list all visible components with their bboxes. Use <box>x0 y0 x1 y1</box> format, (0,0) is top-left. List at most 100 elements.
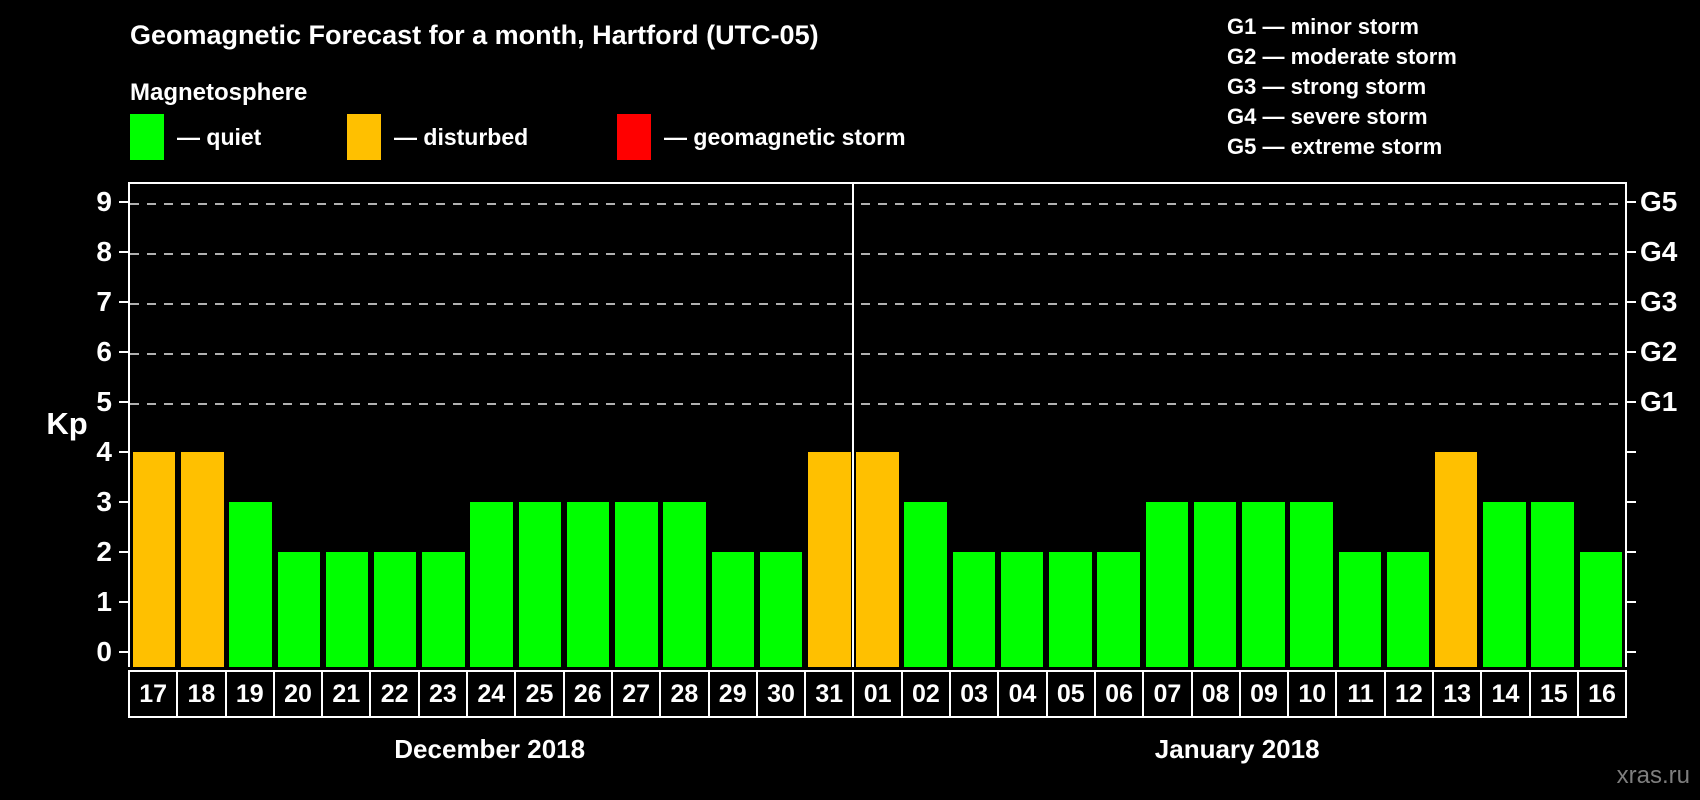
y-tick-right-1 <box>1627 601 1636 603</box>
y-tick-label-2: 2 <box>96 536 112 567</box>
day-cell-08: 08 <box>1190 670 1241 718</box>
legend-item-quiet: — quiet <box>130 112 261 162</box>
kp-bar-december-20 <box>277 552 321 667</box>
y-tick-left-1 <box>119 601 128 603</box>
day-cell-05: 05 <box>1045 670 1096 718</box>
watermark: xras.ru <box>1616 762 1690 789</box>
kp-bar-january-11 <box>1338 552 1381 667</box>
legend-label-quiet: — quiet <box>177 123 262 150</box>
kp-bar-december-21 <box>325 552 369 667</box>
day-cell-17: 17 <box>128 670 179 718</box>
g-level-label-G5: G5 <box>1640 186 1678 217</box>
day-cell-04: 04 <box>997 670 1048 718</box>
kp-bar-january-15 <box>1531 502 1574 667</box>
day-cell-23: 23 <box>417 670 469 718</box>
plot-area <box>128 182 1627 667</box>
kp-bar-december-29 <box>711 552 755 667</box>
y-tick-right-3 <box>1627 501 1636 503</box>
kp-bar-december-30 <box>759 552 803 667</box>
gridline-kp-6 <box>130 353 1625 355</box>
kp-bar-december-31 <box>808 452 851 667</box>
y-tick-left-2 <box>119 551 128 553</box>
day-cell-18: 18 <box>176 670 227 718</box>
legend-label-storm: — geomagnetic storm <box>664 123 906 150</box>
day-cell-11: 11 <box>1335 670 1386 718</box>
kp-bar-january-09 <box>1242 502 1285 667</box>
y-tick-label-6: 6 <box>96 336 112 367</box>
kp-bar-january-02 <box>904 502 947 667</box>
day-cell-19: 19 <box>224 670 275 718</box>
day-cell-29: 29 <box>707 670 758 718</box>
day-cell-12: 12 <box>1383 670 1435 718</box>
y-tick-right-9 <box>1627 201 1636 203</box>
day-cell-21: 21 <box>321 670 372 718</box>
kp-bar-december-22 <box>373 552 417 667</box>
legend-swatch-disturbed <box>347 114 381 160</box>
g-legend-line-2: G2 — moderate storm <box>1227 44 1457 69</box>
y-tick-label-4: 4 <box>96 436 112 467</box>
y-tick-label-7: 7 <box>96 286 112 317</box>
g-level-label-G3: G3 <box>1640 286 1678 317</box>
day-cell-06: 06 <box>1093 670 1145 718</box>
y-tick-left-7 <box>119 301 128 303</box>
legend-label-disturbed: — disturbed <box>394 123 529 150</box>
kp-bar-december-27 <box>615 502 658 667</box>
chart-title: Geomagnetic Forecast for a month, Hartfo… <box>130 20 819 50</box>
y-tick-left-6 <box>119 351 128 353</box>
g-legend-line-4: G4 — severe storm <box>1227 104 1428 129</box>
day-cell-30: 30 <box>755 670 807 718</box>
y-tick-label-0: 0 <box>96 636 112 667</box>
legend-item-storm: — geomagnetic storm <box>617 112 906 162</box>
legend-swatch-storm <box>617 114 651 160</box>
day-cell-10: 10 <box>1287 670 1338 718</box>
month-label-january-2018: January 2018 <box>1154 734 1320 764</box>
day-cell-07: 07 <box>1142 670 1193 718</box>
day-cell-31: 31 <box>804 670 855 718</box>
g-level-label-G2: G2 <box>1640 336 1678 367</box>
day-cell-28: 28 <box>659 670 710 718</box>
day-cell-02: 02 <box>900 670 952 718</box>
day-cell-22: 22 <box>369 670 420 718</box>
y-tick-right-0 <box>1627 651 1636 653</box>
kp-bar-january-08 <box>1193 502 1237 667</box>
day-cell-01: 01 <box>852 670 903 718</box>
magnetosphere-label: Magnetosphere <box>130 79 308 106</box>
day-cell-03: 03 <box>949 670 1000 718</box>
month-label-december-2018: December 2018 <box>394 734 586 764</box>
y-tick-left-5 <box>119 401 128 403</box>
kp-bar-january-12 <box>1386 552 1430 667</box>
day-cell-13: 13 <box>1432 670 1483 718</box>
day-cell-25: 25 <box>514 670 565 718</box>
g-legend-line-1: G1 — minor storm <box>1227 14 1419 39</box>
day-cell-27: 27 <box>610 670 662 718</box>
y-tick-right-8 <box>1627 251 1636 253</box>
day-cell-15: 15 <box>1528 670 1579 718</box>
day-cell-20: 20 <box>272 670 324 718</box>
kp-bar-january-06 <box>1097 552 1140 667</box>
y-tick-label-5: 5 <box>96 386 112 417</box>
y-tick-left-3 <box>119 501 128 503</box>
kp-bar-december-24 <box>470 502 513 667</box>
y-tick-right-6 <box>1627 351 1636 353</box>
y-tick-left-8 <box>119 251 128 253</box>
kp-bar-december-25 <box>518 502 562 667</box>
kp-bar-december-28 <box>663 502 706 667</box>
y-axis-label: Kp <box>46 406 88 441</box>
kp-bar-december-17 <box>132 452 176 667</box>
y-tick-left-4 <box>119 451 128 453</box>
g-level-label-G1: G1 <box>1640 386 1678 417</box>
legend-item-disturbed: — disturbed <box>347 112 528 162</box>
gridline-kp-9 <box>130 203 1625 205</box>
day-cell-26: 26 <box>562 670 613 718</box>
kp-bar-january-05 <box>1049 552 1092 667</box>
legend-swatch-quiet <box>130 114 164 160</box>
y-tick-left-9 <box>119 201 128 203</box>
kp-bar-december-18 <box>181 452 224 667</box>
kp-bar-january-10 <box>1290 502 1333 667</box>
kp-bar-january-14 <box>1483 502 1526 667</box>
kp-bar-december-23 <box>422 552 465 667</box>
y-tick-label-1: 1 <box>96 586 112 617</box>
gridline-kp-8 <box>130 253 1625 255</box>
y-tick-right-5 <box>1627 401 1636 403</box>
